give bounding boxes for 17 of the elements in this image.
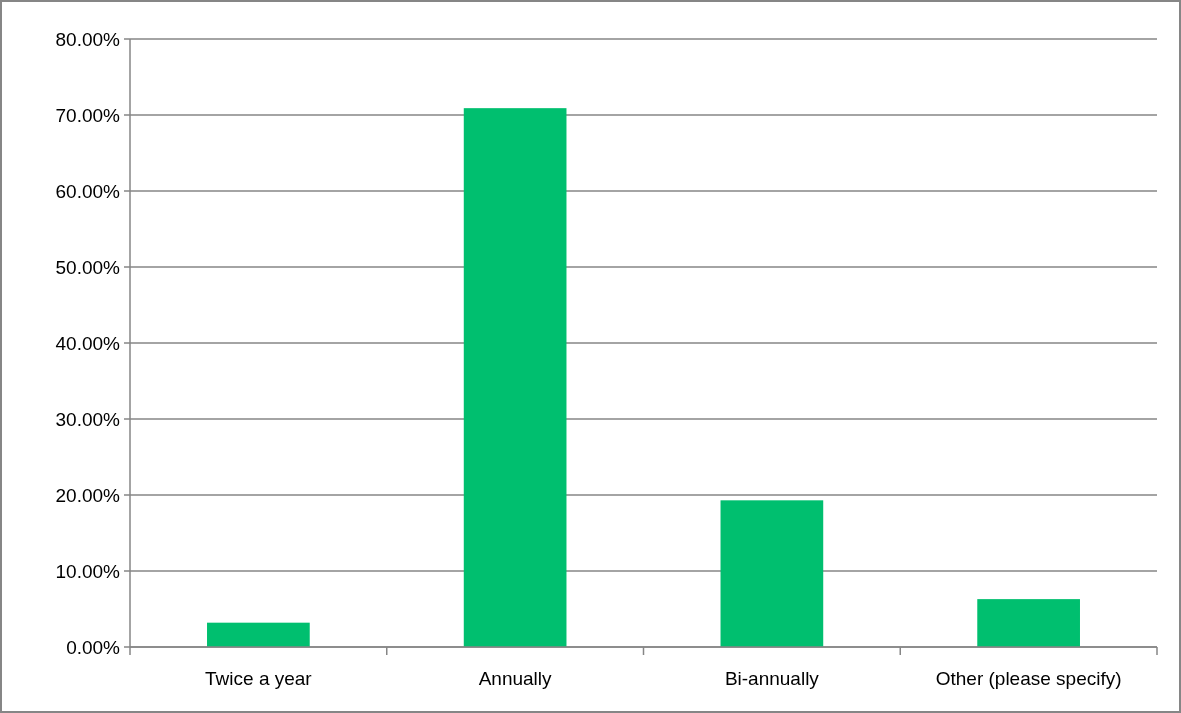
y-tick-label: 0.00% bbox=[66, 636, 121, 658]
bar bbox=[720, 500, 824, 647]
bar bbox=[463, 108, 567, 647]
y-tick-label: 70.00% bbox=[55, 104, 121, 126]
x-tick-label: Other (please specify) bbox=[935, 668, 1122, 689]
y-tick-label: 20.00% bbox=[55, 484, 121, 506]
x-tick-label: Bi-annually bbox=[724, 668, 820, 689]
bar bbox=[977, 599, 1080, 647]
y-tick-label: 30.00% bbox=[55, 408, 121, 430]
y-tick-label: 10.00% bbox=[55, 560, 121, 582]
x-tick-label: Twice a year bbox=[205, 668, 313, 689]
x-tick-label: Annually bbox=[478, 668, 553, 689]
y-tick-label: 50.00% bbox=[55, 256, 121, 278]
bar bbox=[207, 622, 310, 647]
y-tick-label: 80.00% bbox=[55, 28, 121, 50]
y-tick-label: 40.00% bbox=[55, 332, 121, 354]
y-tick-label: 60.00% bbox=[55, 180, 121, 202]
